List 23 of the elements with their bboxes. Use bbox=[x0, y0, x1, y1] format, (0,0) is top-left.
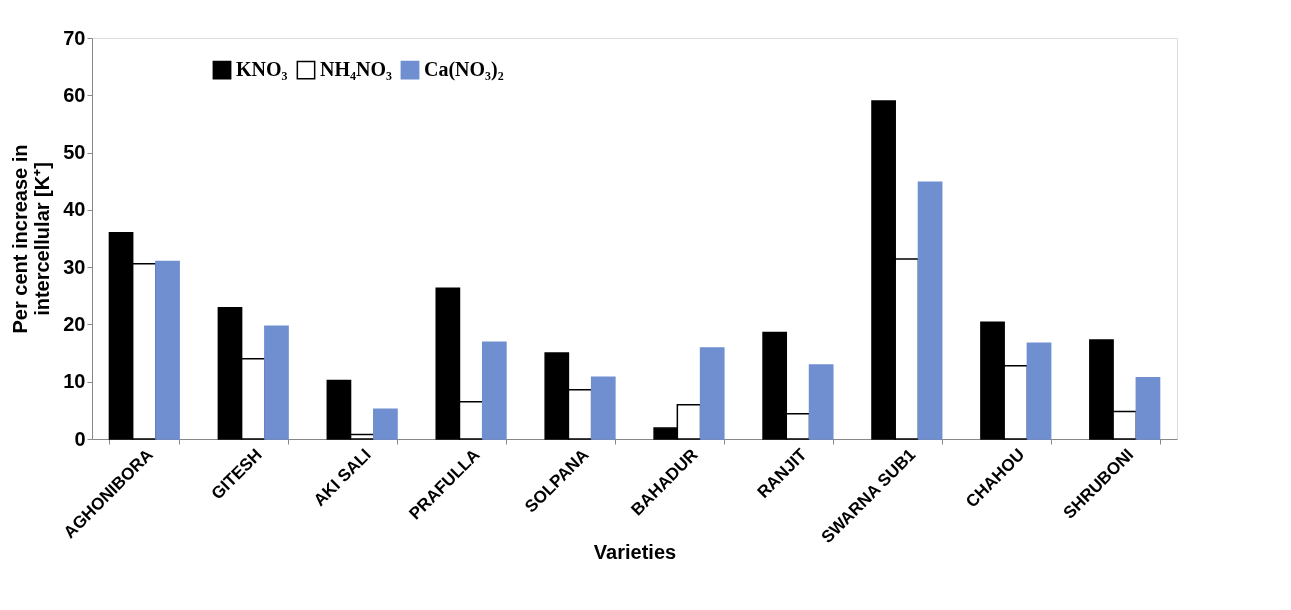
bar bbox=[699, 347, 725, 440]
bar bbox=[481, 341, 507, 440]
bar bbox=[1135, 376, 1161, 440]
bar bbox=[1026, 342, 1052, 440]
legend-label: KNO₃ bbox=[236, 58, 288, 81]
bar bbox=[808, 364, 834, 440]
legend-label: Ca(NO₃)₂ bbox=[424, 58, 504, 82]
y-tick-label: 0 bbox=[74, 427, 86, 450]
y-tick-label: 30 bbox=[63, 255, 86, 278]
y-tick-label: 60 bbox=[63, 83, 86, 106]
legend-label: NH₄NO₃ bbox=[320, 58, 392, 81]
bar bbox=[590, 376, 616, 440]
x-axis-title: Varieties bbox=[593, 540, 677, 563]
bar bbox=[264, 325, 289, 440]
y-axis-title: Per cent increase in intercellular [K⁺] bbox=[9, 144, 54, 334]
y-tick-label: 70 bbox=[63, 26, 86, 49]
bar bbox=[155, 260, 180, 440]
y-tick-label: 10 bbox=[63, 370, 86, 393]
bar bbox=[373, 408, 398, 440]
bar bbox=[917, 181, 943, 440]
y-tick-label: 20 bbox=[63, 312, 86, 335]
y-tick-label: 40 bbox=[63, 198, 86, 221]
y-tick-label: 50 bbox=[63, 141, 86, 164]
